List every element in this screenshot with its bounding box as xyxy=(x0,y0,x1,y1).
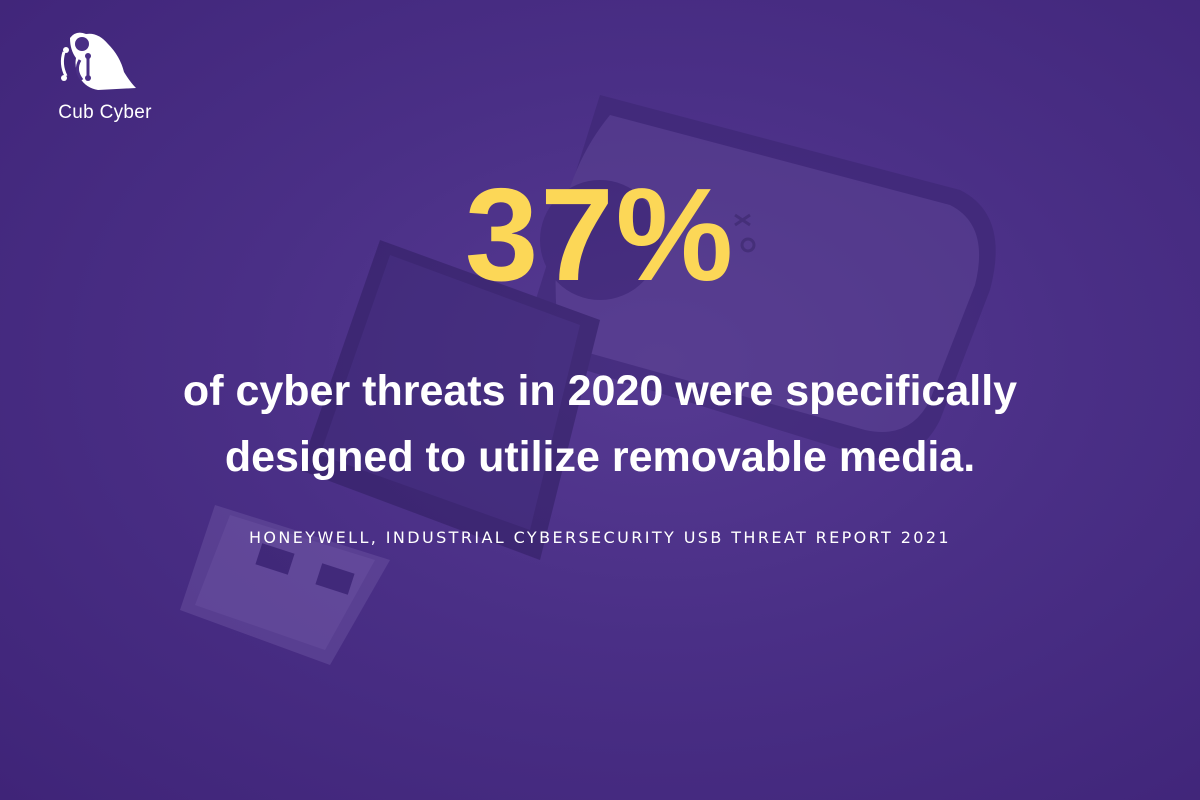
source-citation: HONEYWELL, INDUSTRIAL CYBERSECURITY USB … xyxy=(248,528,952,547)
stat-description: of cyber threats in 2020 were specifical… xyxy=(182,367,1018,481)
brand-name: Cub Cyber xyxy=(58,102,152,123)
headline-stat: 37% xyxy=(464,161,736,308)
brand-logo: Cub Cyber xyxy=(30,28,170,128)
cub-cyber-logo-icon xyxy=(60,32,136,90)
